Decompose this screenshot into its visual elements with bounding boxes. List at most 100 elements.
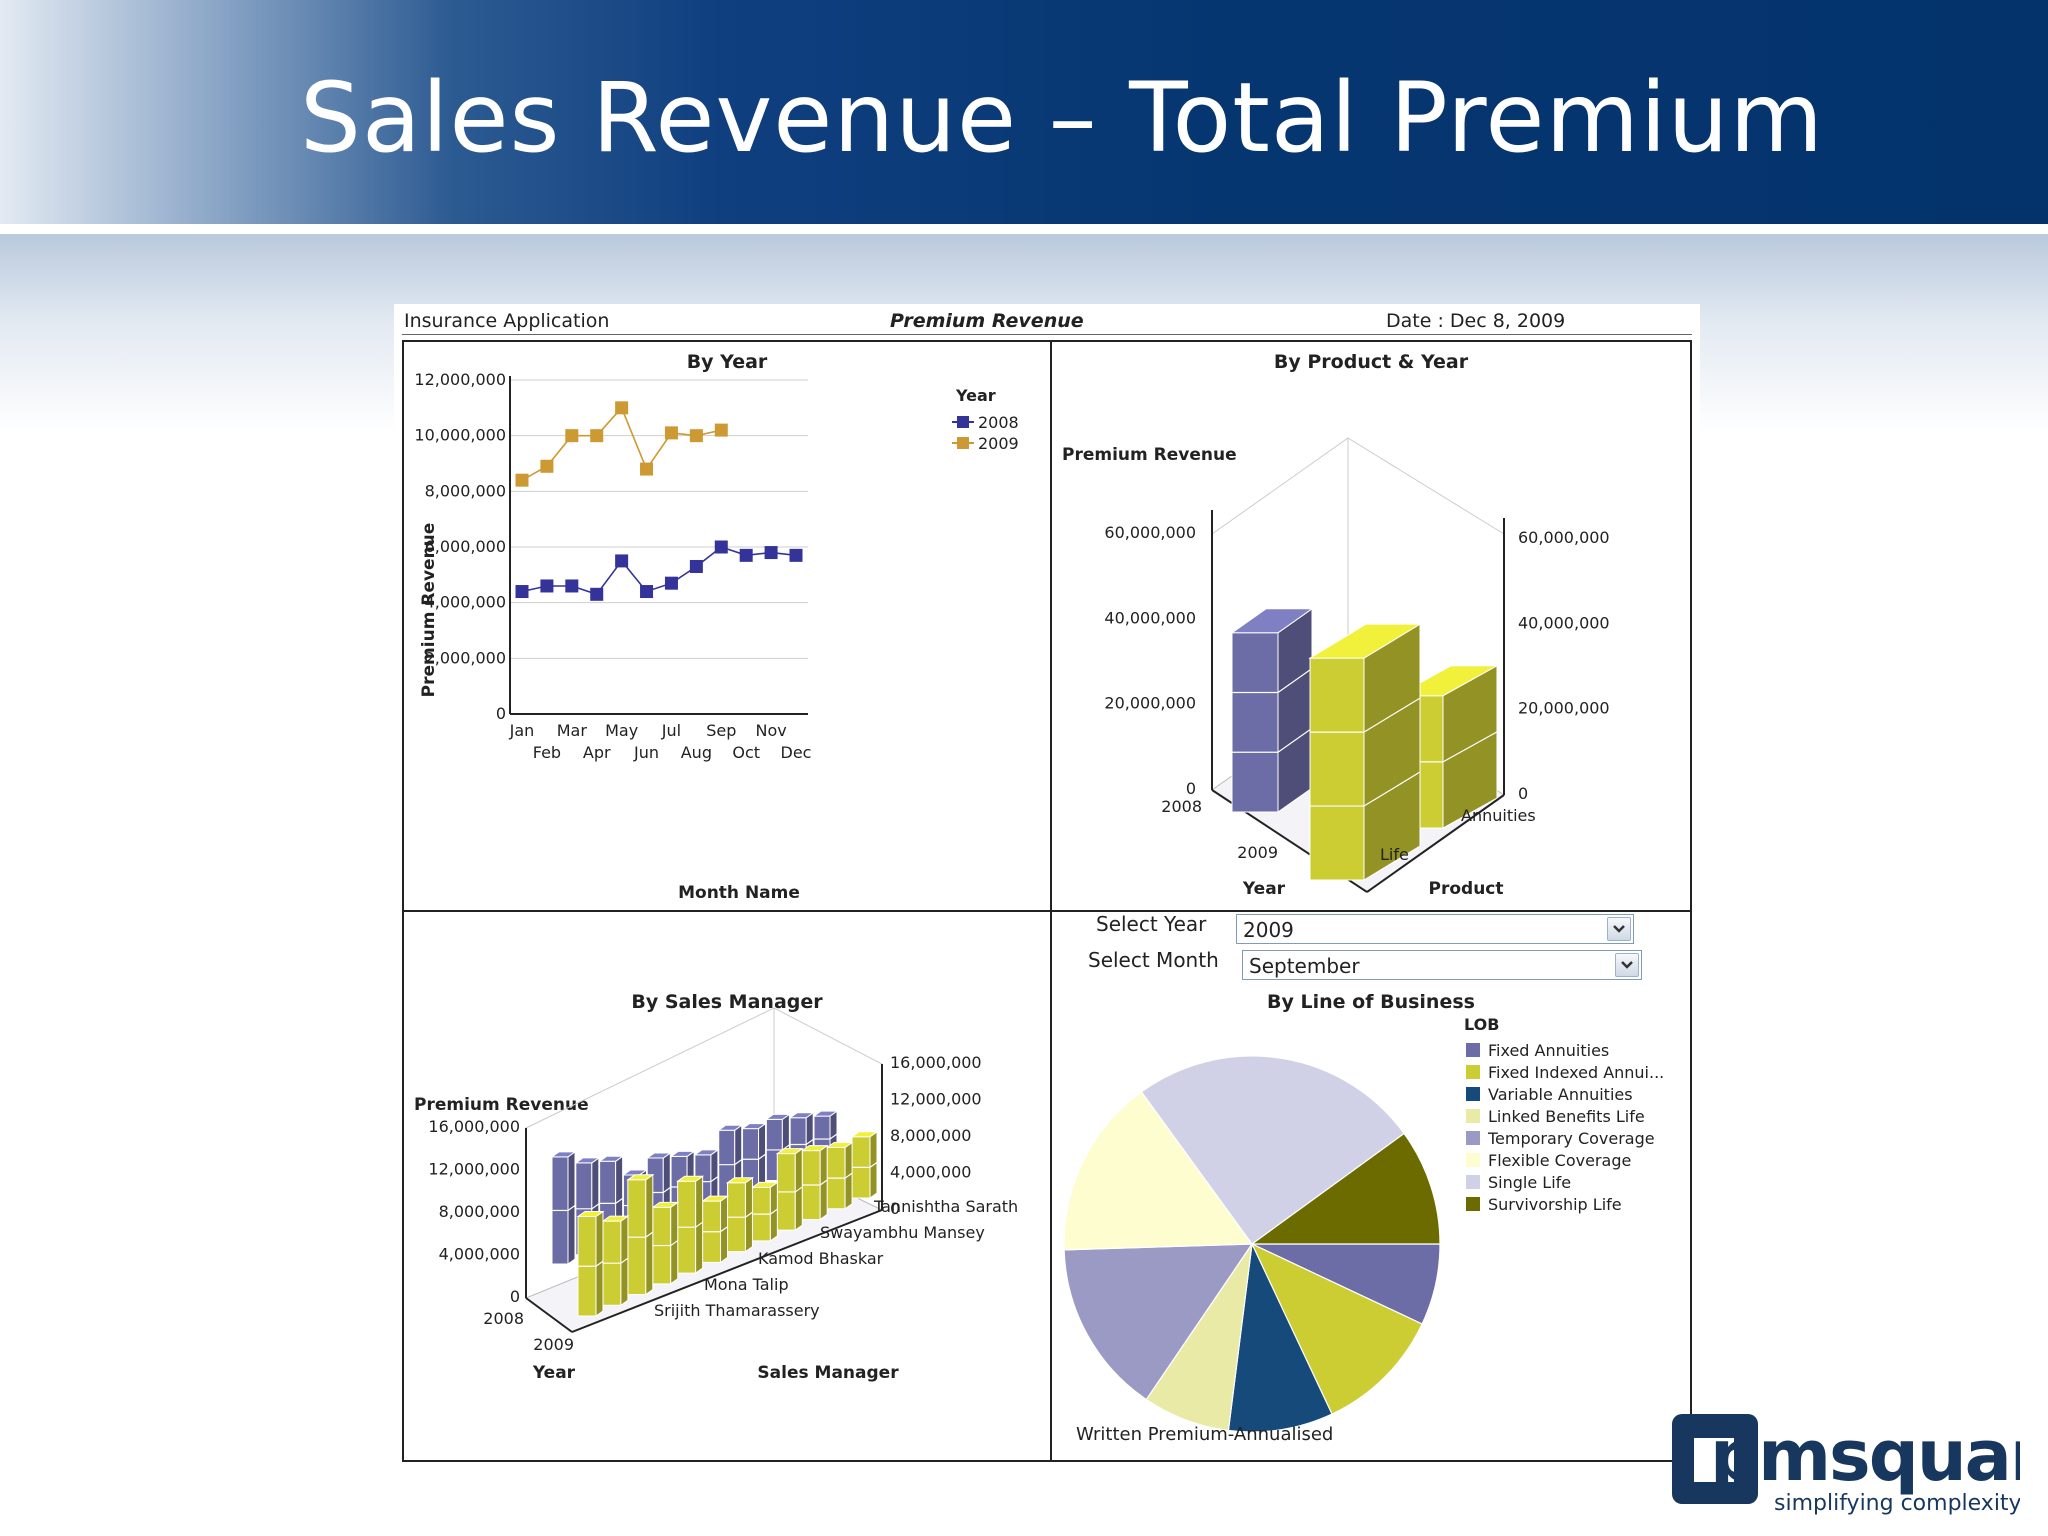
z-tick-label-right: 60,000,000 bbox=[1518, 528, 1610, 547]
y-tick-label: 6,000,000 bbox=[425, 537, 506, 556]
series-line bbox=[521, 546, 797, 596]
z-axis-label: Premium Revenue bbox=[414, 1095, 589, 1115]
by-year-chart: By Year Premium Revenue Month Name 0 2,00… bbox=[414, 351, 1019, 903]
z-tick-label-right: 12,000,000 bbox=[890, 1090, 982, 1109]
legend-swatch bbox=[1466, 1175, 1480, 1189]
data-point bbox=[565, 579, 579, 593]
chevron-down-icon[interactable] bbox=[1615, 953, 1639, 977]
x-tick-label: Sep bbox=[706, 721, 736, 740]
title-banner bbox=[0, 0, 2048, 224]
z-tick-label-right: 20,000,000 bbox=[1518, 699, 1610, 718]
z-tick-label: 12,000,000 bbox=[428, 1160, 520, 1179]
data-point bbox=[515, 473, 529, 487]
year-label: 2008 bbox=[1161, 797, 1202, 816]
product-axis-label: Product bbox=[1429, 879, 1504, 899]
data-point bbox=[565, 429, 579, 443]
manager-label: Tannishtha Sarath bbox=[873, 1197, 1018, 1216]
legend-swatch bbox=[957, 416, 969, 428]
z-tick-label: 0 bbox=[1186, 779, 1196, 798]
legend-swatch bbox=[1466, 1087, 1480, 1101]
chart-title: By Year bbox=[687, 351, 768, 373]
x-tick-label: Aug bbox=[681, 743, 712, 762]
bar-2009 bbox=[775, 1147, 804, 1232]
legend-label: Flexible Coverage bbox=[1488, 1151, 1631, 1170]
product-label: Life bbox=[1380, 845, 1409, 864]
z-tick-label-right: 40,000,000 bbox=[1518, 613, 1610, 632]
select-year-label: Select Year bbox=[1096, 912, 1207, 936]
x-tick-label: Feb bbox=[533, 743, 561, 762]
legend-label: 2009 bbox=[978, 434, 1019, 453]
manager-label: Mona Talip bbox=[704, 1275, 789, 1294]
grid-divider-vertical bbox=[1050, 342, 1052, 1460]
select-year-dropdown[interactable]: 2009 bbox=[1236, 914, 1634, 944]
year-label: 2009 bbox=[1237, 843, 1278, 862]
bar-2008 bbox=[550, 1150, 577, 1265]
z-tick-label: 20,000,000 bbox=[1104, 694, 1196, 713]
logo-wordmark: pmsquare bbox=[1710, 1415, 2020, 1497]
by-sales-manager-chart: By Sales Manager Premium Revenue 0 0 4,000… bbox=[414, 991, 1018, 1383]
bar-2009 bbox=[850, 1130, 879, 1199]
x-axis-label: Month Name bbox=[678, 883, 800, 903]
data-point bbox=[764, 546, 778, 560]
data-point bbox=[640, 585, 654, 599]
bar-2009 bbox=[601, 1215, 630, 1307]
bar-2008-annuities bbox=[1230, 607, 1314, 813]
dashboard-grid: By Year Premium Revenue Month Name 0 2,00… bbox=[402, 340, 1692, 1462]
y-tick-label: 4,000,000 bbox=[425, 593, 506, 612]
data-point bbox=[540, 459, 554, 473]
bar-2008 bbox=[740, 1122, 768, 1191]
data-point bbox=[664, 576, 678, 590]
data-point bbox=[615, 554, 629, 568]
chevron-down-icon[interactable] bbox=[1607, 917, 1631, 941]
bar-2009 bbox=[626, 1173, 655, 1296]
x-tick-label: Oct bbox=[732, 743, 760, 762]
grid-divider-horizontal bbox=[404, 910, 1690, 912]
legend-label: Survivorship Life bbox=[1488, 1195, 1622, 1214]
pie-slice bbox=[1140, 1055, 1405, 1245]
x-tick-label: Nov bbox=[755, 721, 786, 740]
legend-swatch bbox=[1466, 1065, 1480, 1079]
x-tick-label: Dec bbox=[781, 743, 812, 762]
select-year-value: 2009 bbox=[1243, 918, 1294, 942]
year-label: 2009 bbox=[533, 1335, 574, 1354]
legend-title: LOB bbox=[1464, 1015, 1499, 1034]
legend-label: 2008 bbox=[978, 413, 1019, 432]
pie-slice bbox=[1227, 1241, 1333, 1433]
bar-2009 bbox=[676, 1175, 705, 1275]
z-tick-label: 0 bbox=[510, 1287, 520, 1306]
manager-label: Swayambhu Mansey bbox=[820, 1223, 985, 1242]
select-month-dropdown[interactable]: September bbox=[1242, 950, 1642, 980]
report-title: Premium Revenue bbox=[890, 310, 1084, 332]
legend-swatch bbox=[1466, 1043, 1480, 1057]
data-point bbox=[540, 579, 554, 593]
z-tick-label: 8,000,000 bbox=[439, 1202, 520, 1221]
slide-title: Sales Revenue – Total Premium bbox=[300, 62, 1825, 174]
data-point bbox=[714, 423, 728, 437]
chart-title: By Line of Business bbox=[1267, 991, 1475, 1013]
legend-title: Year bbox=[955, 386, 996, 405]
by-year-panel: By Year Premium Revenue Month Name 0 2,00… bbox=[404, 342, 1050, 910]
data-point bbox=[590, 587, 604, 601]
z-tick-label: 4,000,000 bbox=[439, 1245, 520, 1264]
x-tick-label: Mar bbox=[557, 721, 588, 740]
report-panel: Insurance Application Premium Revenue Da… bbox=[394, 304, 1700, 1470]
legend-swatch bbox=[1466, 1197, 1480, 1211]
chart-title: By Sales Manager bbox=[631, 991, 823, 1013]
z-tick-label-right: 8,000,000 bbox=[890, 1126, 971, 1145]
pie-slice bbox=[1250, 1242, 1423, 1415]
x-axis-label: Year bbox=[532, 1363, 576, 1383]
by-sales-manager-panel: By Sales Manager Premium Revenue 0 0 4,000… bbox=[404, 912, 1050, 1460]
x-tick-label: Jun bbox=[633, 743, 659, 762]
year-label: 2008 bbox=[483, 1309, 524, 1328]
by-lob-chart: By Line of Business LOB Fixed Annuities F… bbox=[1063, 991, 1664, 1445]
bar-2009 bbox=[651, 1201, 680, 1285]
legend-swatch bbox=[1466, 1131, 1480, 1145]
logo-tagline: simplifying complexity bbox=[1774, 1491, 2020, 1516]
y-tick-label: 0 bbox=[496, 704, 506, 723]
data-point bbox=[640, 462, 654, 476]
z-axis-label: Premium Revenue bbox=[1062, 445, 1237, 465]
legend-swatch bbox=[1466, 1109, 1480, 1123]
bar-2009 bbox=[750, 1181, 779, 1242]
manager-label: Srijith Thamarassery bbox=[654, 1301, 820, 1320]
pie-slice bbox=[1063, 1243, 1254, 1401]
